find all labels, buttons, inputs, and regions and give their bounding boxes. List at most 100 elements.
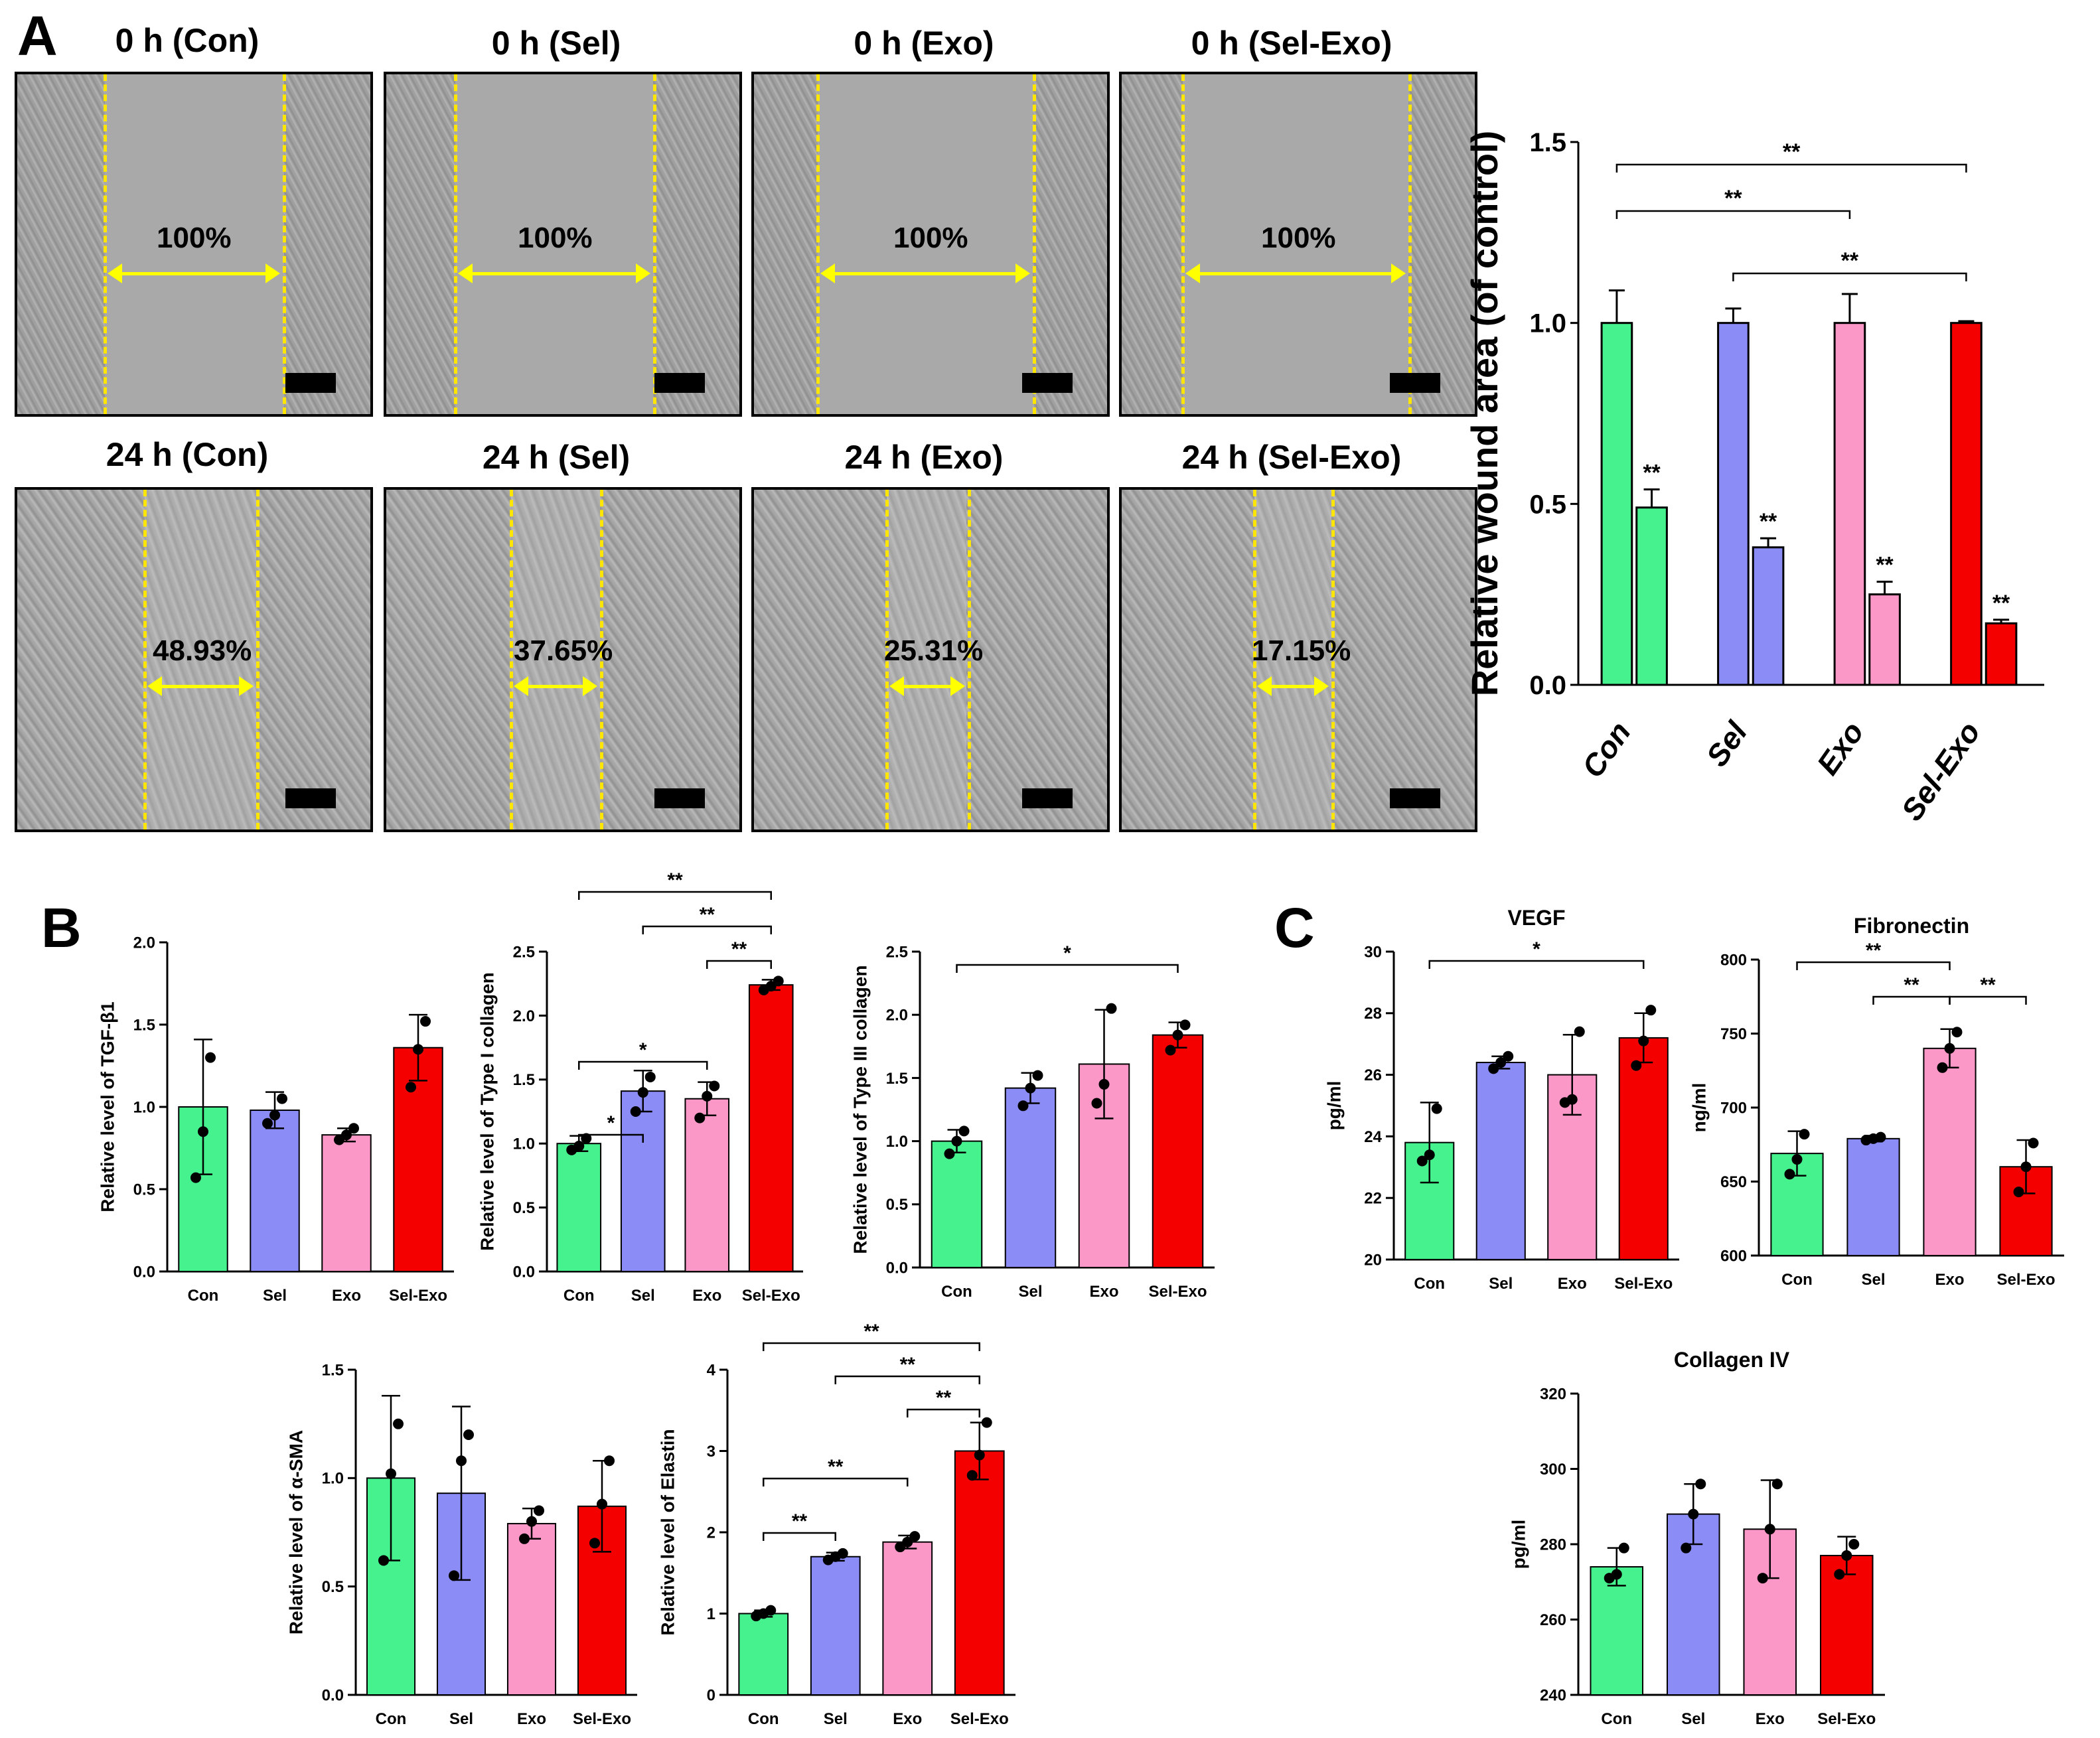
bar-sel-0h xyxy=(1717,322,1750,686)
data-point xyxy=(1944,1043,1955,1054)
y-tick-label: 0.0 xyxy=(513,1263,535,1281)
bar-sel xyxy=(1846,1137,1900,1256)
significance-label: ** xyxy=(900,1354,916,1376)
bar-con-24h xyxy=(1635,506,1668,686)
significance-bracket xyxy=(763,1532,836,1541)
wound-percent-label: 100% xyxy=(893,222,968,254)
x-tick-label: Con xyxy=(376,1710,407,1728)
data-point xyxy=(597,1498,607,1510)
significance-bracket xyxy=(578,1060,708,1070)
data-point xyxy=(958,1125,970,1137)
significance-bracket xyxy=(907,1408,980,1417)
significance-bracket xyxy=(956,964,1179,973)
bar-sel xyxy=(1475,1062,1526,1261)
micrograph-title: 24 h (Exo) xyxy=(844,439,1004,476)
bar-con xyxy=(556,1143,602,1272)
panel-label-a: A xyxy=(17,5,58,67)
x-tick-label: Sel xyxy=(449,1710,473,1728)
data-point xyxy=(902,1536,913,1548)
data-point xyxy=(2020,1161,2032,1173)
micrograph-24h-sel: 37.65% xyxy=(384,487,742,832)
y-tick-label: 2.5 xyxy=(513,943,535,961)
chart-title: Collagen IV xyxy=(1674,1348,1790,1372)
y-tick-label: 0.0 xyxy=(322,1686,344,1704)
data-point xyxy=(702,1090,713,1102)
data-point xyxy=(420,1016,431,1027)
data-point xyxy=(348,1123,359,1134)
data-point xyxy=(1495,1057,1507,1068)
data-point xyxy=(1688,1508,1699,1520)
x-tick-label: Sel-Exo xyxy=(742,1287,800,1305)
data-point xyxy=(1695,1479,1706,1490)
x-tick-label: Sel xyxy=(1699,715,1754,772)
y-tick-label: 1.0 xyxy=(133,1098,155,1116)
scale-bar xyxy=(1390,373,1440,393)
x-tick-label: Exo xyxy=(332,1287,361,1305)
wound-percent-label: 37.65% xyxy=(514,634,613,667)
significance-bracket xyxy=(1872,995,1951,1005)
y-axis-label: Relative level of α-SMA xyxy=(286,1430,307,1634)
significance-label: ** xyxy=(1980,974,1996,996)
y-tick-label: 2.0 xyxy=(513,1007,535,1025)
x-tick-label: Sel xyxy=(263,1287,287,1305)
x-tick-label: Exo xyxy=(692,1287,721,1305)
y-tick-label: 1.5 xyxy=(133,1016,155,1034)
panel-label-c: C xyxy=(1274,897,1315,959)
y-tick-label: 22 xyxy=(1364,1190,1382,1208)
data-point xyxy=(205,1052,216,1063)
data-point xyxy=(837,1548,848,1559)
data-point xyxy=(773,976,784,987)
micrograph-0h-con: 100% xyxy=(15,72,373,417)
data-point xyxy=(341,1129,352,1141)
x-tick-label: Con xyxy=(1575,715,1637,784)
y-axis-label: Relative level of Type I collagen xyxy=(477,972,498,1251)
data-point xyxy=(1757,1573,1768,1584)
chart-title: VEGF xyxy=(1507,906,1565,930)
data-point xyxy=(1937,1062,1948,1073)
scale-bar xyxy=(1022,373,1073,393)
significance-label: ** xyxy=(1724,186,1742,211)
data-point xyxy=(1032,1070,1043,1081)
x-tick-label: Con xyxy=(941,1283,972,1301)
significance-label: ** xyxy=(731,938,747,960)
data-point xyxy=(581,1133,592,1144)
y-tick-label: 26 xyxy=(1364,1066,1382,1084)
y-axis-label: pg/ml xyxy=(1509,1520,1529,1569)
x-tick-label: Sel xyxy=(1018,1283,1042,1301)
bar-sel xyxy=(250,1109,300,1272)
data-point xyxy=(709,1080,720,1092)
data-point xyxy=(1488,1063,1499,1074)
y-tick-label: 0 xyxy=(707,1686,715,1704)
data-point xyxy=(909,1531,921,1542)
y-tick-label: 2.0 xyxy=(886,1007,908,1025)
bar-sel-exo xyxy=(1819,1555,1874,1696)
y-tick-label: 24 xyxy=(1364,1128,1382,1146)
chart-title: Fibronectin xyxy=(1854,914,1969,938)
y-tick-label: 1 xyxy=(707,1605,715,1623)
significance-label: * xyxy=(607,1112,615,1134)
data-point xyxy=(449,1570,459,1581)
significance-label: ** xyxy=(700,904,715,926)
data-point xyxy=(378,1555,389,1566)
x-tick-label: Sel xyxy=(824,1710,848,1728)
y-tick-label: 4 xyxy=(707,1361,716,1379)
y-tick-label: 0.0 xyxy=(133,1263,155,1281)
y-tick-label: 0.0 xyxy=(886,1259,908,1277)
data-point xyxy=(198,1126,208,1137)
data-point xyxy=(413,1044,423,1055)
data-point xyxy=(1165,1045,1176,1056)
data-point xyxy=(1431,1103,1442,1114)
y-tick-label: 320 xyxy=(1540,1385,1566,1403)
data-point xyxy=(1645,1005,1657,1016)
data-point xyxy=(463,1429,474,1440)
x-tick-label: Con xyxy=(1781,1271,1813,1289)
data-point xyxy=(1875,1131,1886,1143)
data-point xyxy=(456,1455,467,1467)
significance-bracket xyxy=(1949,995,2027,1005)
data-point xyxy=(1416,1155,1428,1167)
bar-sel xyxy=(620,1090,666,1272)
bar-exo xyxy=(321,1134,372,1273)
significance-label: ** xyxy=(1783,139,1801,165)
data-point xyxy=(393,1418,404,1429)
micrograph-title: 0 h (Exo) xyxy=(854,25,994,62)
